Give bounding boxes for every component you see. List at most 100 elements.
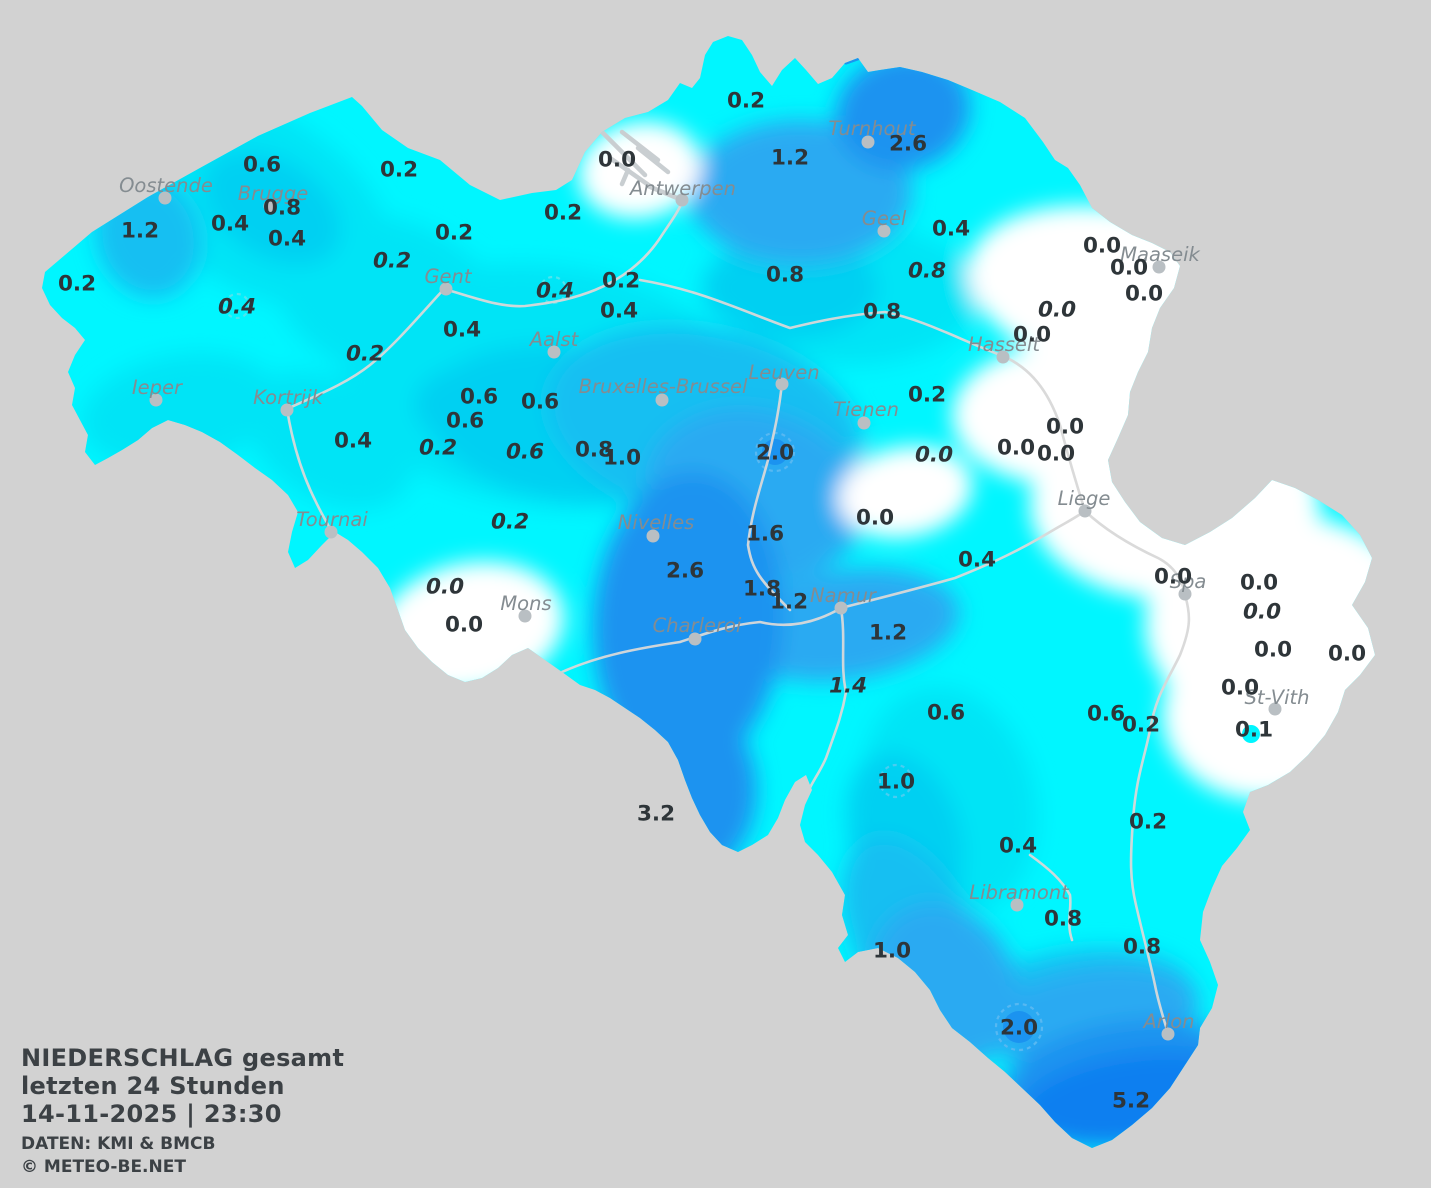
precip-value-label: 1.0 [873,939,911,964]
map-copyright: © METEO-BE.NET [21,1157,186,1177]
precip-value-label: 2.0 [1000,1016,1038,1041]
precip-value-label: 0.0 [1110,256,1148,281]
precip-value-label: 0.0 [445,613,483,638]
city-dot [655,393,669,407]
city-label: Gent [424,265,472,288]
precip-value-label: 0.8 [908,259,946,284]
precip-value-label: 0.2 [491,510,529,535]
city-layer: Oostende Brugge Gent Antwerpen Turnhout Geel M… [119,117,1310,1041]
city-label: Tournai [296,508,368,531]
city-dot [646,529,660,543]
precip-value-label: 1.6 [746,522,784,547]
precip-value-label: 0.4 [218,295,256,320]
city-label: Arlon [1141,1010,1194,1033]
city-dot [149,393,163,407]
city-label: Hasselt [968,333,1041,356]
precip-value-label: 0.0 [1254,638,1292,663]
city-dot [518,609,532,623]
precip-value-label: 0.0 [915,443,953,468]
precip-value-label: 0.0 [1328,642,1366,667]
precip-value-label: 2.6 [889,132,927,157]
precip-value-label: 0.0 [856,506,894,531]
precip-value-label: 0.0 [1013,323,1051,348]
city-dot [861,135,875,149]
precip-value-label: 0.6 [506,440,544,465]
precip-value-label: 0.8 [575,438,613,463]
city-label: Mons [500,592,551,615]
city-dot [280,403,294,417]
precip-value-label: 0.0 [1221,676,1259,701]
precip-value-label: 0.2 [346,342,384,367]
precip-value-label: 1.2 [869,621,907,646]
precip-value-label: 0.4 [268,227,306,252]
city-dot [1152,260,1166,274]
city-dot [675,193,689,207]
precip-value-label: 1.8 [743,577,781,602]
city-dot [158,191,172,205]
precip-value-label: 0.0 [1038,298,1076,323]
precip-value-label: 0.6 [521,390,559,415]
precip-value-label: 0.1 [1235,718,1273,743]
precip-value-label: 0.4 [536,279,574,304]
precip-value-label: 1.4 [829,674,867,699]
city-label: Maaseik [1120,243,1200,266]
precip-value-label: 0.6 [927,701,965,726]
city-dot [547,345,561,359]
city-dot [877,224,891,238]
precip-value-label: 0.0 [1083,234,1121,259]
city-dot [1078,504,1092,518]
precip-value-label: 0.4 [600,299,638,324]
precip-value-label: 0.2 [1122,713,1160,738]
precip-value-label: 0.6 [446,409,484,434]
precip-value-label: 0.8 [766,263,804,288]
precip-value-label: 0.6 [460,385,498,410]
precip-value-label: 2.6 [666,559,704,584]
city-label: Libramont [969,881,1070,904]
precip-value-label: 0.8 [863,300,901,325]
precip-value-label: 0.2 [380,158,418,183]
precip-value-label: 0.8 [1123,935,1161,960]
map-title-block: NIEDERSCHLAG gesamt letzten 24 Stunden 1… [21,1044,344,1179]
map-title-line2: letzten 24 Stunden [21,1072,285,1100]
city-dot [857,416,871,430]
precip-value-label: 0.2 [435,221,473,246]
map-title-line1: NIEDERSCHLAG gesamt [21,1044,345,1072]
precip-value-label: 5.2 [1112,1089,1150,1114]
city-label: Namur [810,584,878,607]
map-datetime: 14-11-2025 | 23:30 [21,1100,282,1128]
precip-value-label: 0.2 [544,201,582,226]
city-dot [996,350,1010,364]
precip-value-label: 0.4 [932,217,970,242]
precip-value-label: 0.0 [1243,600,1281,625]
precip-value-label: 0.0 [1037,442,1075,467]
precip-value-label: 0.2 [602,269,640,294]
city-dot [775,377,789,391]
precip-value-label: 0.4 [334,429,372,454]
value-layer: 0.60.80.41.2 0.40.20.20.20.40.20.20.00.20… [58,89,1366,1114]
precip-value-label: 1.2 [771,146,809,171]
city-label: Kortrijk [253,386,324,409]
city-label: Nivelles [618,511,695,534]
city-label: Oostende [119,174,213,197]
city-label: Aalst [528,328,580,351]
precip-value-label: 0.8 [1044,907,1082,932]
precip-value-label: 0.2 [1129,810,1167,835]
city-label: Charleroi [653,614,742,637]
precip-value-label: 0.0 [1125,282,1163,307]
waterway-lines [595,115,685,203]
city-label: Antwerpen [628,177,736,200]
city-label: St-Vith [1244,686,1309,709]
city-label: Ieper [132,376,184,399]
city-label: Geel [862,207,907,230]
precip-value-label: 0.4 [958,548,996,573]
precip-value-label: 1.0 [603,446,641,471]
city-label: Liege [1058,487,1111,510]
city-label: Spa [1170,570,1207,593]
precip-value-label: 0.6 [1087,702,1125,727]
precip-value-label: 0.6 [243,153,281,178]
city-dot [1161,1027,1175,1041]
city-dot [1268,702,1282,716]
precip-value-label: 0.4 [211,212,249,237]
